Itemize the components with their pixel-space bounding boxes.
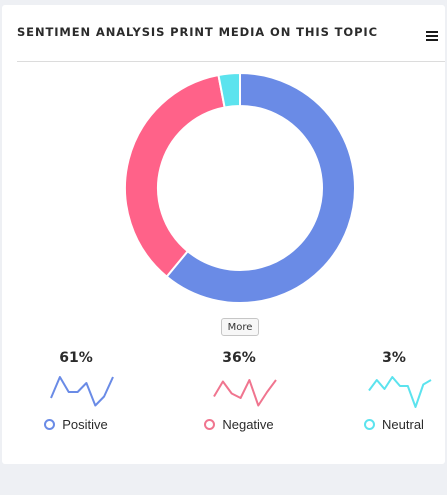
negative-sparkline <box>213 379 277 407</box>
legend-label-negative: Negative <box>222 417 274 432</box>
stat-positive-value: 61% <box>59 350 93 366</box>
donut-chart <box>124 71 356 304</box>
sparkline-negative <box>213 379 277 407</box>
positive-sparkline <box>50 376 114 407</box>
donut-slice-positive[interactable] <box>165 71 356 304</box>
legend-neutral[interactable]: Neutral <box>329 417 447 432</box>
donut-slice-neutral[interactable] <box>217 71 241 109</box>
stat-neutral-value: 3% <box>382 350 406 366</box>
more-button[interactable]: More <box>221 318 259 336</box>
stat-negative: 36% Negative <box>174 350 304 445</box>
legend-negative[interactable]: Negative <box>174 417 304 432</box>
stat-neutral: 3% Neutral <box>329 350 447 445</box>
donut-slice-negative[interactable] <box>124 73 226 279</box>
legend-dot-positive-icon <box>44 419 56 431</box>
stat-negative-value: 36% <box>222 350 256 366</box>
legend-label-positive: Positive <box>62 417 108 432</box>
card-header: SENTIMEN ANALYSIS PRINT MEDIA ON THIS TO… <box>17 5 445 62</box>
legend-positive[interactable]: Positive <box>11 417 141 432</box>
legend-label-neutral: Neutral <box>382 417 424 432</box>
legend-dot-negative-icon <box>204 419 216 431</box>
sparkline-positive <box>50 376 114 407</box>
stat-positive: 61% Positive <box>11 350 141 445</box>
legend-dot-neutral-icon <box>364 419 376 431</box>
card-title: SENTIMEN ANALYSIS PRINT MEDIA ON THIS TO… <box>17 25 378 39</box>
sparkline-neutral <box>368 376 432 408</box>
hamburger-icon[interactable] <box>426 31 438 41</box>
sentiment-card: SENTIMEN ANALYSIS PRINT MEDIA ON THIS TO… <box>2 5 445 464</box>
neutral-sparkline <box>368 376 432 408</box>
